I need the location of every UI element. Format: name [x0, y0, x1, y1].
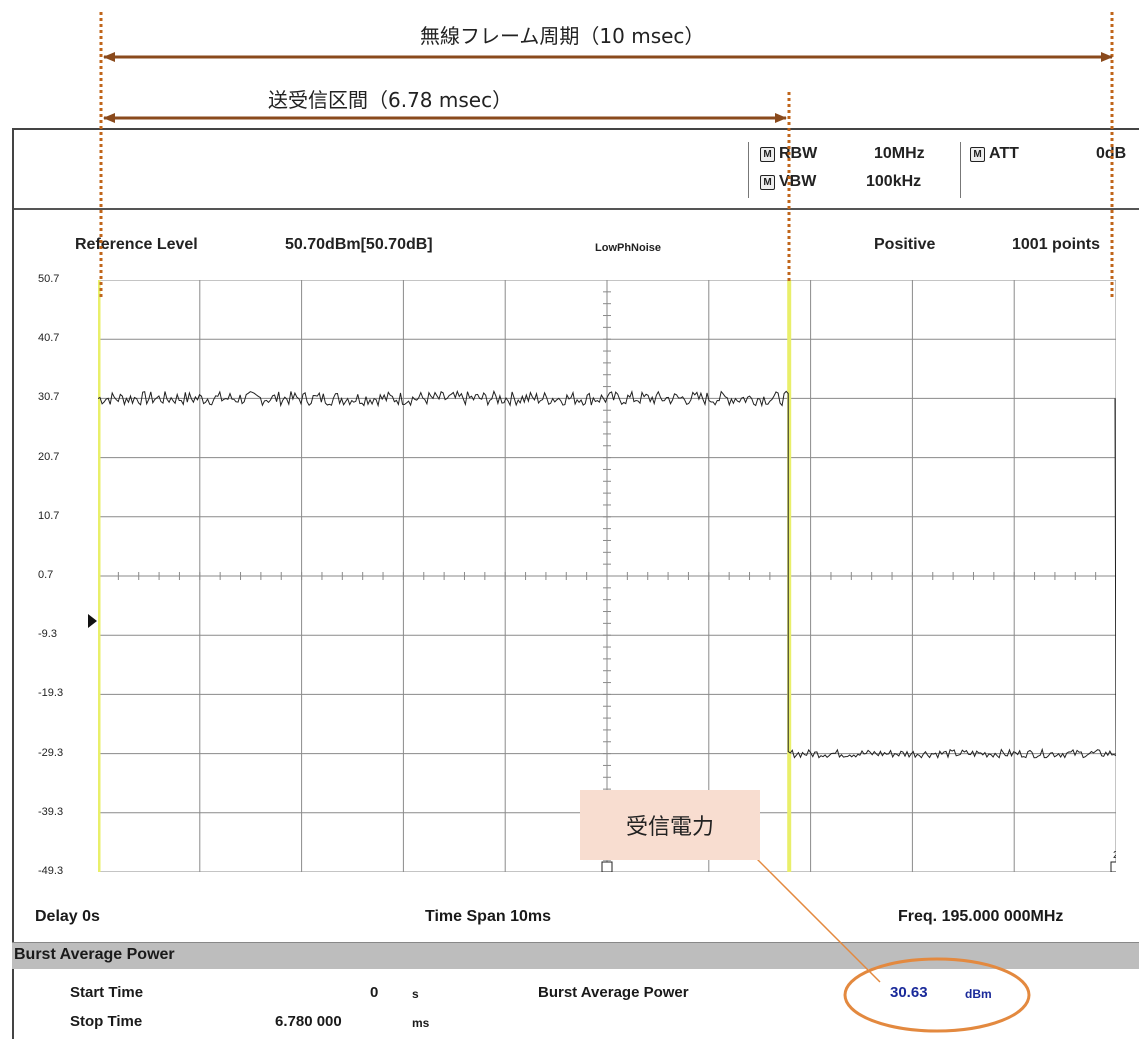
phase-noise-mode: LowPhNoise: [595, 242, 662, 254]
y-tick-label: -19.3: [38, 687, 64, 700]
y-tick-label: -9.3: [38, 628, 57, 641]
frame-period-label: 無線フレーム周期（10 msec）: [420, 24, 705, 48]
settings-bar: [14, 130, 1139, 210]
burst-average-power-value: 30.63: [890, 984, 928, 1001]
spectrum-trace-plot: 32: [98, 280, 1116, 872]
vbw-value: 100kHz: [866, 173, 922, 190]
rbw-value: 10MHz: [874, 145, 925, 162]
marker-3: [601, 861, 613, 872]
stop-time-unit: ms: [412, 1016, 430, 1030]
y-tick-label: 30.7: [38, 391, 60, 404]
separator: [748, 142, 749, 198]
manual-mode-icon: M: [760, 175, 775, 190]
manual-mode-icon: M: [970, 147, 985, 162]
reference-arrow-icon: [88, 614, 97, 628]
burst-average-power-unit: dBm: [965, 987, 992, 1001]
y-tick-label: 50.7: [38, 273, 60, 285]
y-tick-label: -29.3: [38, 746, 64, 759]
callout-leader-line: [735, 837, 881, 983]
manual-mode-icon: M: [760, 147, 775, 162]
reference-level-value: 50.70dBm[50.70dB]: [285, 236, 433, 253]
frequency-readout: Freq. 195.000 000MHz: [898, 908, 1064, 925]
delay-readout: Delay 0s: [35, 908, 100, 925]
reference-level-label: Reference Level: [75, 236, 198, 253]
time-span-readout: Time Span 10ms: [425, 908, 551, 925]
stop-time-value: 6.780 000: [275, 1013, 342, 1030]
start-time-label: Start Time: [70, 984, 144, 1001]
result-section-header: Burst Average Power: [12, 942, 1139, 969]
section-title: Burst Average Power: [14, 946, 175, 963]
att-label: ATT: [989, 145, 1019, 162]
rbw-label: RBW: [779, 145, 818, 162]
marker-2: [1110, 861, 1116, 872]
marker-label: 2: [1113, 850, 1116, 861]
start-time-unit: s: [412, 987, 419, 1001]
rbw-setting[interactable]: M RBW: [760, 145, 817, 163]
trace-points: 1001 points: [1012, 236, 1101, 253]
txrx-interval-label: 送受信区間（6.78 msec）: [268, 88, 513, 112]
trace-line: [98, 389, 1116, 759]
y-tick-label: -39.3: [38, 805, 64, 818]
callout-circle: [843, 957, 1031, 1033]
y-tick-label: 10.7: [38, 509, 60, 522]
y-tick-label: 20.7: [38, 450, 60, 463]
burst-average-power-label: Burst Average Power: [538, 984, 689, 1001]
rx-power-callout: 受信電力: [580, 790, 760, 860]
separator: [960, 142, 961, 198]
stop-time-label: Stop Time: [70, 1013, 143, 1030]
detector-mode: Positive: [874, 236, 936, 253]
start-time-value: 0: [370, 984, 379, 1001]
y-tick-label: -49.3: [38, 865, 64, 877]
att-value: 0dB: [1096, 145, 1127, 162]
att-setting[interactable]: M ATT: [970, 145, 1019, 163]
y-tick-label: 0.7: [38, 569, 54, 581]
y-tick-label: 40.7: [38, 332, 60, 345]
